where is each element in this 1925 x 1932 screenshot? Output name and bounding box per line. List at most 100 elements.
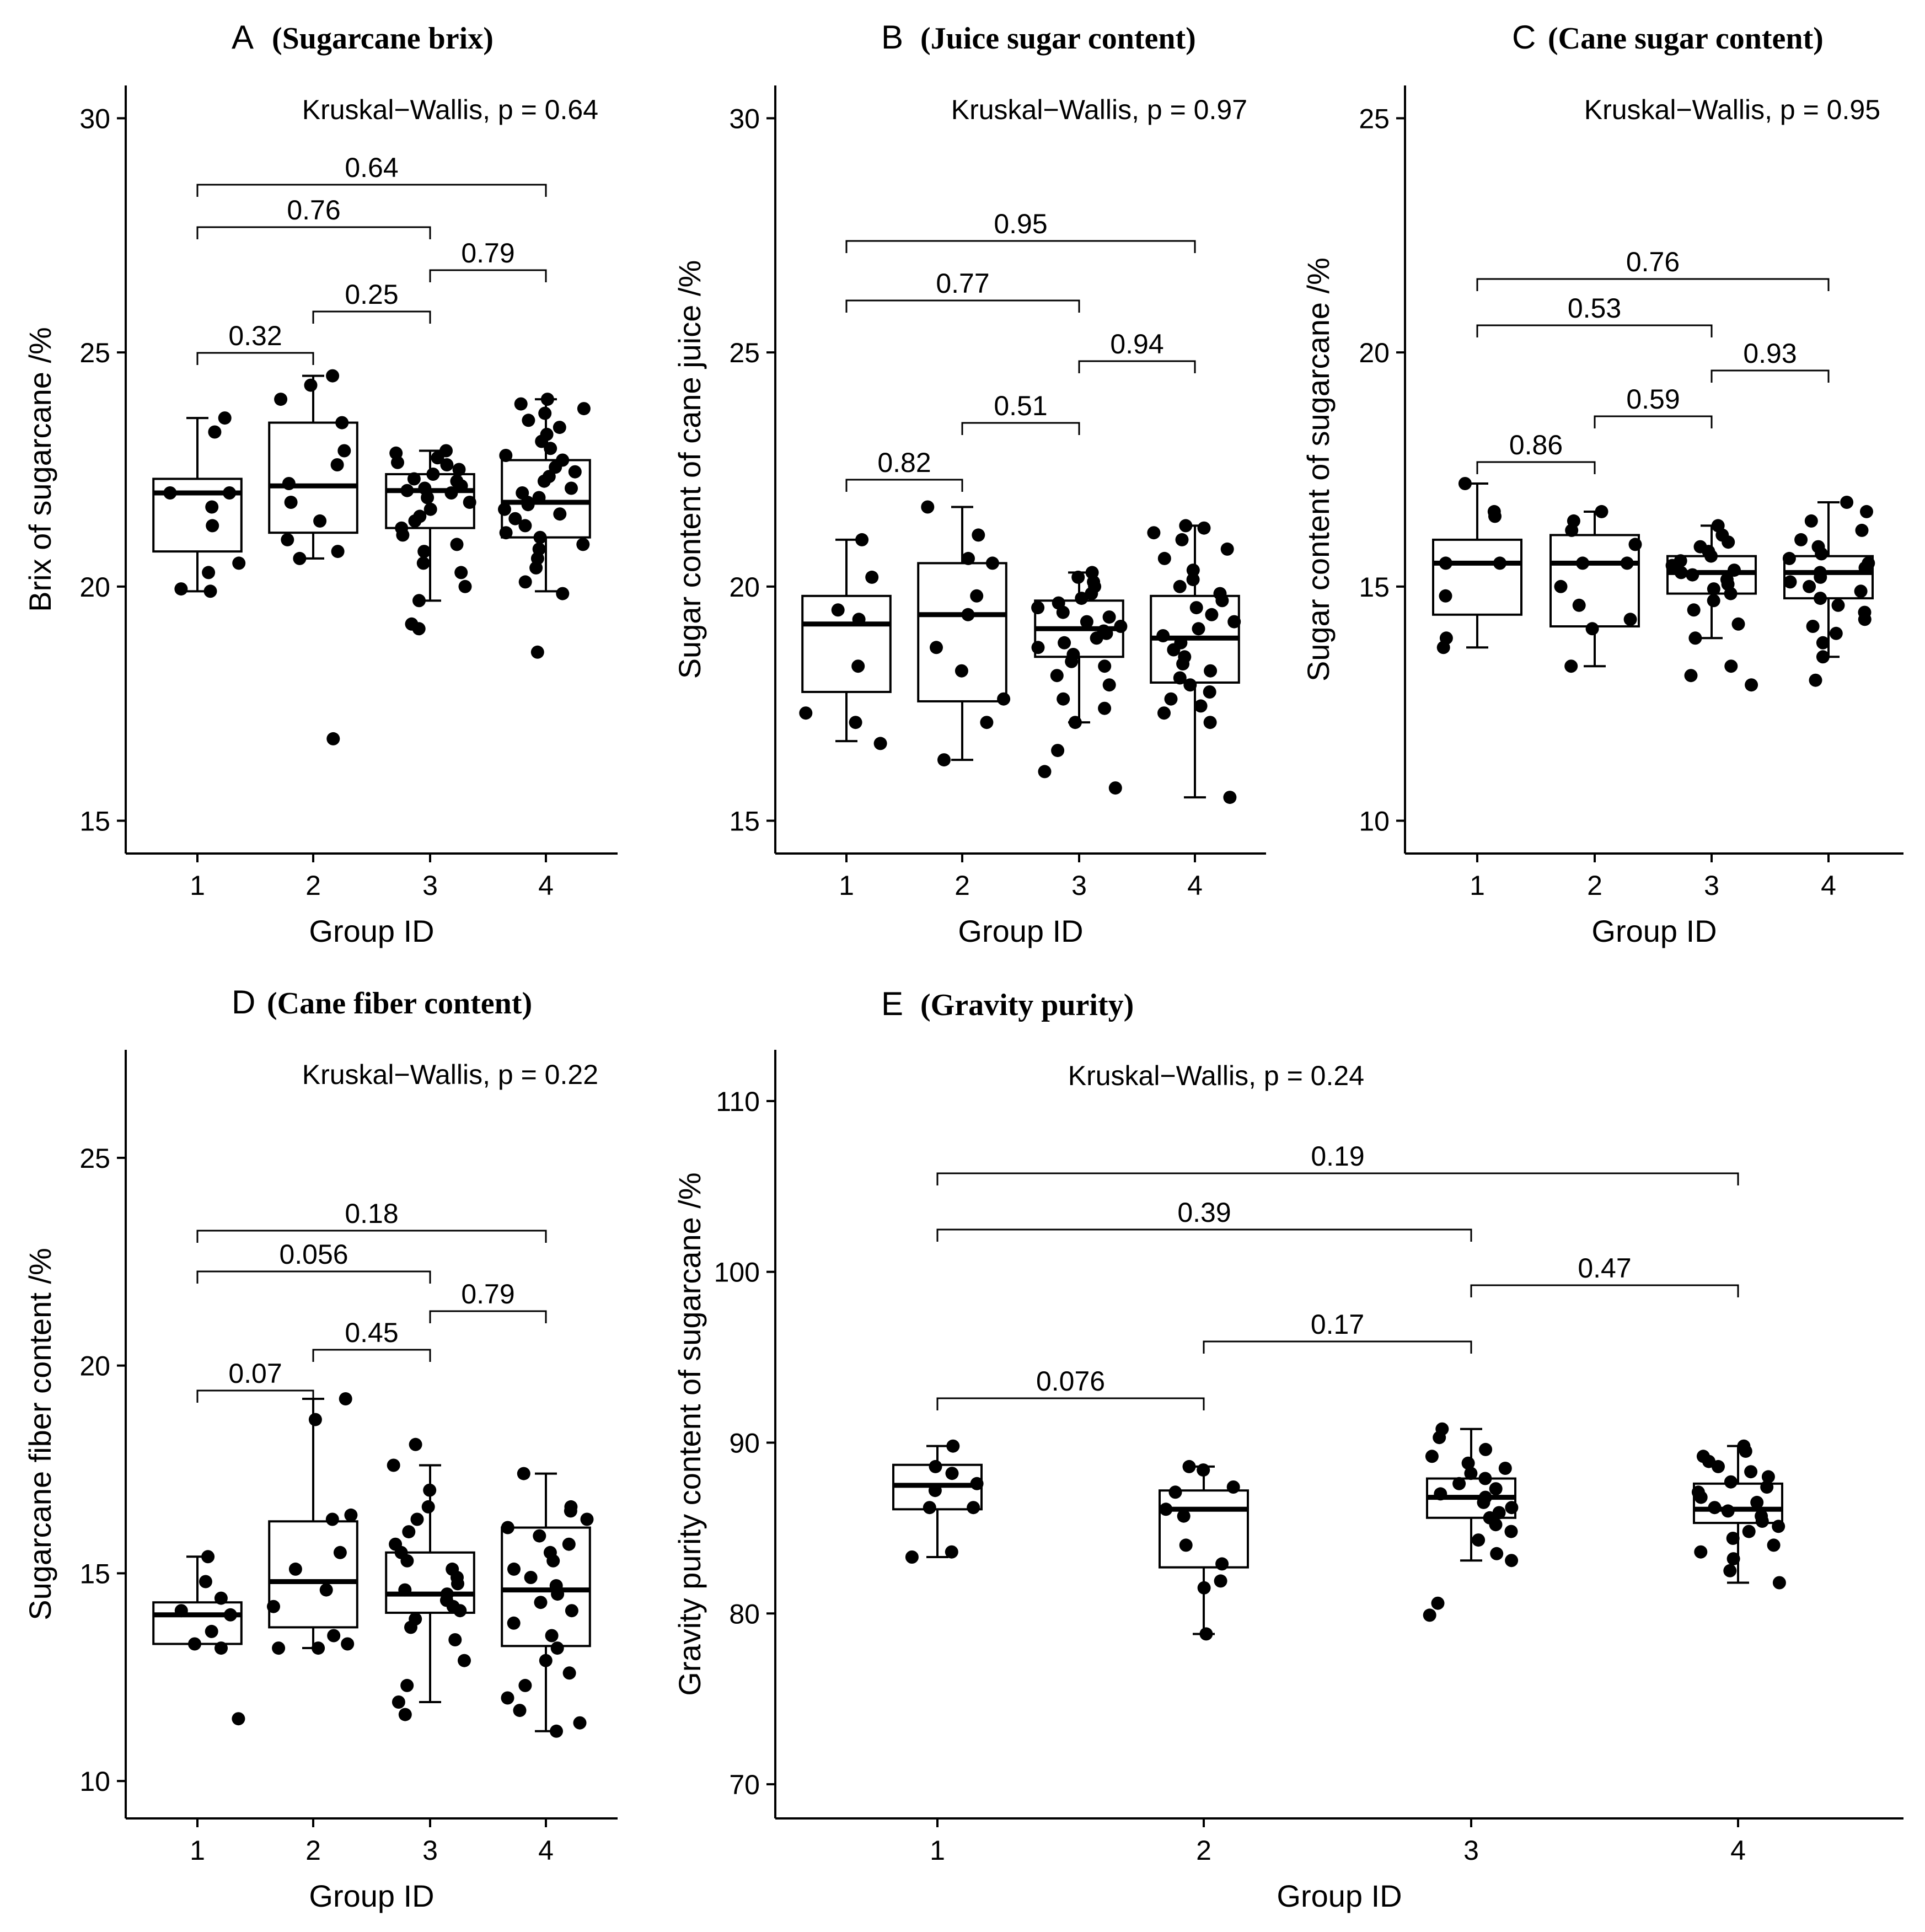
points-group-4 [1691,1439,1786,1590]
data-point [327,1629,341,1643]
data-point [851,659,865,673]
data-point [1723,1564,1737,1577]
bracket-line [196,1389,314,1403]
data-point [1755,1509,1768,1523]
y-tick-label: 15 [1359,572,1390,603]
bracket-line [845,299,1080,313]
data-point [945,1467,959,1480]
data-point [1731,617,1745,631]
data-point [1783,575,1797,589]
y-tick-label: 110 [716,1086,760,1117]
data-point [855,533,869,546]
data-point [928,1484,942,1498]
data-point [1204,664,1218,678]
data-point [344,1508,358,1522]
data-point [1816,650,1830,664]
p-value-label: 0.64 [345,152,398,183]
data-point [440,1587,454,1601]
points-group-4 [501,1467,594,1738]
panel-label: B [881,19,903,56]
data-point [522,414,535,427]
data-point [304,378,318,392]
data-point [980,716,994,729]
x-tick-label: 2 [305,1835,321,1866]
bracket-line [1078,360,1196,373]
panel-E: E (Gravity purity) 70 80 90 100 110 1 2 3 4 Group I… [672,985,1903,1913]
points-group-4 [498,393,591,659]
data-point [1572,598,1586,612]
data-point [387,1458,400,1472]
data-point [1175,533,1189,546]
data-point [326,732,340,745]
data-point [426,468,440,481]
data-point [945,1545,958,1559]
data-point [1452,1477,1466,1490]
data-point [955,664,968,678]
data-point [1487,505,1501,518]
data-point [852,613,866,626]
p-value-label: 0.93 [1743,338,1797,369]
data-point [1724,659,1738,673]
data-point [565,1604,578,1618]
comparison-bracket: 0.47 [1470,1253,1739,1297]
box-group-1 [801,538,892,743]
y-axis-title: Sugar content of sugarcane /% [1301,257,1336,681]
data-point [1051,744,1065,758]
data-point [1694,1545,1708,1559]
bracket-line [429,269,547,282]
data-point [341,1637,355,1651]
p-value-label: 0.82 [877,447,931,478]
y-tick-label: 20 [79,1351,110,1382]
data-point [1803,579,1816,593]
data-point [1461,1456,1475,1470]
panel-title: (Cane fiber content) [267,986,532,1021]
data-point [203,584,217,598]
p-value-label: 0.53 [1568,293,1621,324]
x-tick-label: 3 [1071,870,1087,901]
comparison-bracket: 0.94 [1078,329,1196,373]
panel-C: C (Cane sugar content) 10 15 20 25 1 2 3 4 Group I… [1301,19,1903,948]
data-point [208,425,222,439]
data-point [1177,1509,1191,1523]
data-point [1505,1501,1519,1515]
data-point [1439,631,1453,645]
bracket-line [429,1310,547,1323]
bracket-line [1476,278,1830,291]
data-point [1226,1480,1240,1494]
data-point [1075,592,1088,605]
data-point [518,1678,532,1692]
panel-label: E [881,985,903,1022]
data-point [516,486,529,500]
data-point [1806,620,1820,633]
data-point [961,608,975,621]
data-point [543,1545,557,1559]
p-value-label: 0.95 [994,208,1047,239]
data-point [1855,523,1869,537]
data-point [1772,1576,1786,1590]
data-point [540,393,554,406]
data-point [1720,573,1734,587]
data-point [1068,716,1082,729]
data-point [1192,622,1205,636]
data-point [1772,1520,1785,1533]
data-point [865,570,879,584]
data-point [1108,781,1122,795]
data-point [1189,601,1203,615]
panel-label: A [232,19,254,56]
comparison-bracket: 0.64 [196,152,547,197]
comparison-bracket: 0.95 [845,208,1196,253]
data-point [1708,1501,1722,1515]
data-point [1186,564,1200,577]
x-axis-title: Group ID [309,1879,434,1913]
data-point [1595,505,1608,518]
data-point [218,411,232,425]
p-value-label: 0.056 [279,1239,348,1270]
comparison-bracket: 0.18 [196,1198,547,1243]
data-point [1674,554,1687,568]
x-tick-label: 4 [538,1835,554,1866]
data-point [532,542,546,556]
data-point [970,589,984,603]
data-point [517,1467,530,1480]
data-point [398,1583,412,1597]
